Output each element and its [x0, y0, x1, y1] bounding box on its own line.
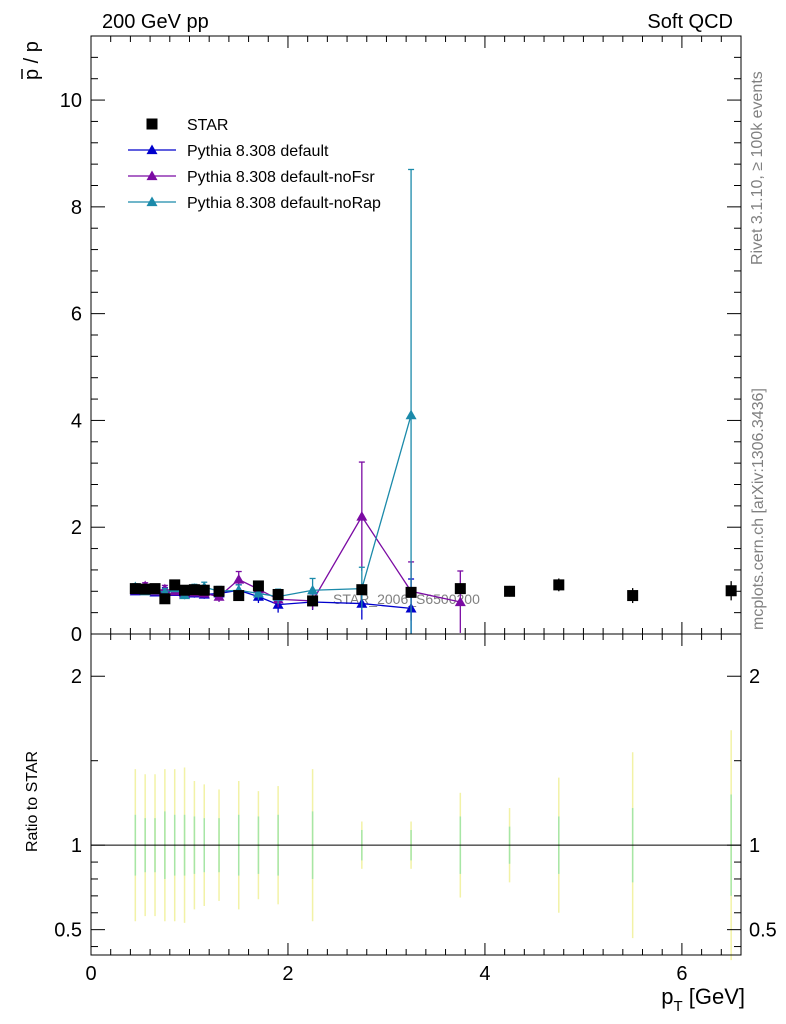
x-label-subscript: T	[673, 998, 682, 1015]
data-point	[307, 595, 319, 607]
ratio-y-tick-label-right: 1	[749, 835, 760, 857]
series-line-2	[135, 414, 412, 598]
data-point	[188, 584, 200, 596]
data-point	[159, 593, 171, 605]
x-label-unit: [GeV]	[683, 984, 745, 1009]
data-point	[252, 580, 264, 592]
legend-marker	[146, 118, 158, 130]
data-point	[179, 584, 191, 596]
x-tick-label: 6	[676, 963, 687, 985]
header-right-label: Soft QCD	[647, 11, 733, 33]
mcplots-label: mcplots.cern.ch [arXiv:1306.3436]	[750, 388, 767, 630]
y-tick-label: 0	[71, 624, 82, 646]
data-point	[139, 583, 151, 595]
legend-label: STAR	[187, 117, 228, 134]
legend-marker	[146, 196, 158, 207]
y-label-separator: /	[21, 52, 43, 69]
main-y-axis-label: p / p	[21, 41, 43, 80]
rivet-version-label: Rivet 3.1.10, ≥ 100k events	[749, 71, 766, 265]
svg-text:p / p: p / p	[21, 41, 43, 80]
data-point	[213, 585, 225, 597]
legend-label: Pythia 8.308 default-noRap	[187, 195, 381, 212]
y-label-numerator: p	[21, 69, 43, 80]
x-tick-label: 0	[85, 963, 96, 985]
data-point	[553, 579, 565, 591]
header-left-label: 200 GeV pp	[102, 11, 209, 33]
data-point	[454, 583, 466, 595]
data-point	[233, 590, 245, 602]
legend-label: Pythia 8.308 default-noFsr	[187, 169, 375, 186]
legend-label: Pythia 8.308 default	[187, 143, 329, 160]
data-point	[272, 588, 284, 600]
data-point	[149, 583, 161, 595]
analysis-watermark: STAR_2006_S6500200	[333, 591, 480, 607]
data-point	[627, 590, 639, 602]
x-tick-label: 4	[479, 963, 490, 985]
data-point	[129, 583, 141, 595]
data-point	[405, 586, 417, 598]
ratio-y-tick-label: 1	[71, 835, 82, 857]
ratio-y-tick-label-right: 2	[749, 666, 760, 688]
legend-marker	[146, 144, 158, 155]
legend-marker	[146, 170, 158, 181]
ratio-plot-frame	[90, 633, 742, 956]
y-tick-label: 10	[60, 90, 82, 112]
y-tick-label: 2	[71, 517, 82, 539]
data-point	[504, 585, 516, 597]
y-tick-label: 4	[71, 410, 82, 432]
data-point	[198, 584, 210, 596]
series-point	[454, 596, 466, 607]
ratio-y-axis-label: Ratio to STAR	[24, 751, 41, 852]
y-tick-label: 8	[71, 197, 82, 219]
ratio-y-tick-label-right: 0.5	[749, 920, 777, 942]
y-tick-label: 6	[71, 304, 82, 326]
y-label-denominator: p	[21, 41, 43, 52]
series-point	[307, 584, 319, 595]
series-point	[233, 574, 245, 584]
ratio-y-tick-label: 2	[71, 666, 82, 688]
data-point	[356, 584, 368, 596]
x-label-symbol: p	[661, 984, 673, 1009]
series-point	[405, 409, 417, 420]
series-point	[356, 511, 368, 521]
ratio-y-tick-label: 0.5	[54, 920, 82, 942]
data-point	[725, 585, 737, 597]
x-axis-label: pT [GeV]	[661, 984, 745, 1015]
x-tick-label: 2	[282, 963, 293, 985]
data-point	[169, 579, 181, 591]
series-point	[252, 587, 264, 598]
